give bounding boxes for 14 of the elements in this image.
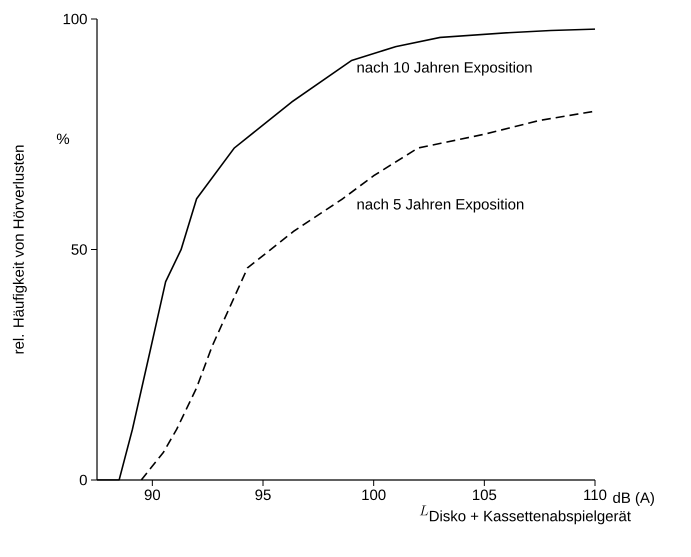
y-tick-label: 0	[80, 474, 87, 486]
x-tick-label: 100	[362, 490, 386, 500]
text: dB (A)	[613, 492, 654, 506]
annotation: nach 10 Jahren Exposition	[357, 62, 532, 76]
x-tick-label: 110	[584, 490, 606, 500]
x-tick-label: 105	[473, 490, 496, 500]
x-tick-label: 90	[144, 490, 160, 500]
annotation: nach 5 Jahren Exposition	[357, 198, 524, 213]
text: %	[56, 134, 70, 144]
x-tick-label: 95	[255, 490, 271, 500]
x-axis-title: $L_{\mbox{Disko + Kassettenabspielgerät}}$	[420, 506, 631, 524]
y-tick-label: 100	[64, 14, 87, 24]
y-axis-title: rel. Häufigkeit von Hörverlusten	[12, 146, 27, 354]
y-tick-label: 50	[71, 244, 87, 255]
